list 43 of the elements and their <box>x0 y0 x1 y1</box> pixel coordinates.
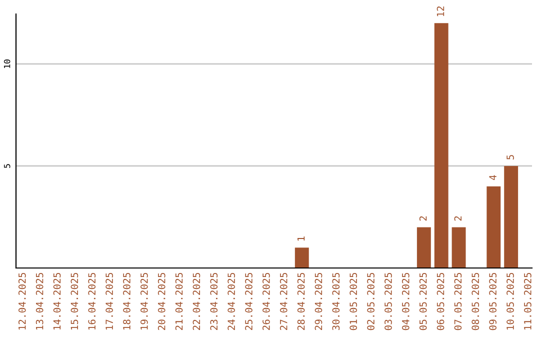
x-tick-label: 10.05.2025 <box>506 272 514 330</box>
x-tick-label: 05.05.2025 <box>419 272 427 330</box>
x-tick-label: 28.04.2025 <box>297 272 305 330</box>
y-tick-label: 10 <box>4 60 10 68</box>
bar <box>294 248 309 268</box>
data-label: 1 <box>298 236 305 241</box>
x-tick-label: 21.04.2025 <box>175 272 183 330</box>
x-tick-label: 15.04.2025 <box>70 272 78 330</box>
bar <box>434 23 448 268</box>
bar <box>452 227 466 268</box>
x-tick-label: 09.05.2025 <box>489 272 496 330</box>
x-tick-label: 02.05.2025 <box>367 272 374 330</box>
x-tick-label: 22.04.2025 <box>192 272 200 330</box>
data-label: 5 <box>506 155 514 160</box>
bar <box>416 227 431 268</box>
x-tick-label: 27.04.2025 <box>280 272 288 330</box>
x-tick-label: 04.05.2025 <box>402 272 410 330</box>
data-label: 12 <box>436 6 444 16</box>
x-tick-label: 19.04.2025 <box>140 272 148 330</box>
x-tick-label: 30.04.2025 <box>332 272 340 330</box>
x-tick-label: 20.04.2025 <box>158 272 166 330</box>
x-tick-label: 13.04.2025 <box>36 272 44 330</box>
x-tick-label: 16.04.2025 <box>88 272 96 330</box>
x-tick-label: 03.05.2025 <box>384 272 392 330</box>
x-tick-label: 18.04.2025 <box>123 272 130 330</box>
x-tick-label: 11.05.2025 <box>524 272 532 330</box>
data-label: 2 <box>419 216 427 221</box>
x-tick-label: 17.04.2025 <box>106 272 113 330</box>
data-label: 4 <box>489 175 496 180</box>
x-tick-label: 06.05.2025 <box>436 272 444 330</box>
x-tick-label: 01.05.2025 <box>350 272 358 330</box>
x-tick-label: 12.04.2025 <box>18 272 26 330</box>
x-tick-label: 25.04.2025 <box>245 272 252 330</box>
bar <box>504 166 518 268</box>
x-tick-label: 26.04.2025 <box>262 272 270 330</box>
x-tick-label: 29.04.2025 <box>314 272 322 330</box>
x-tick-label: 07.05.2025 <box>454 272 462 330</box>
x-tick-label: 08.05.2025 <box>472 272 480 330</box>
bar <box>486 186 501 268</box>
x-tick-label: 24.04.2025 <box>228 272 236 330</box>
x-tick-label: 14.04.2025 <box>53 272 61 330</box>
x-tick-label: 23.04.2025 <box>210 272 218 330</box>
data-label: 2 <box>454 216 462 221</box>
